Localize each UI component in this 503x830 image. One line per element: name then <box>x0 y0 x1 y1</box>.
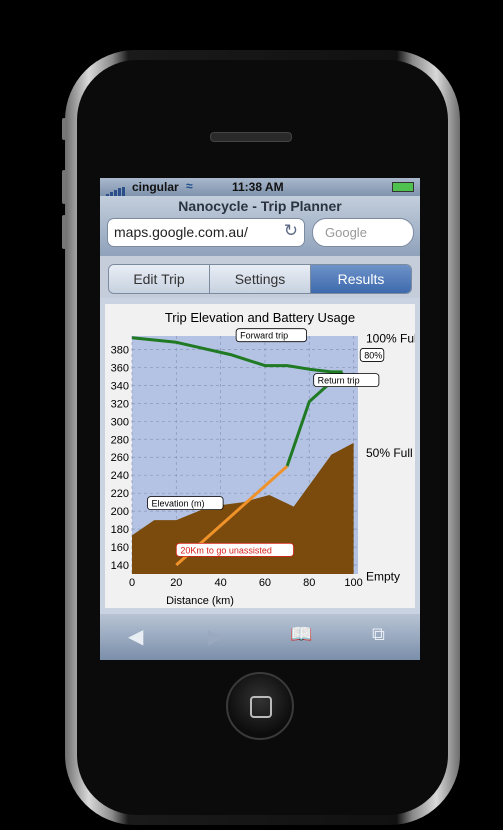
y-tick-label: 140 <box>111 560 129 572</box>
forward-button[interactable]: ▶ <box>208 626 224 648</box>
annotation-box <box>359 348 385 362</box>
carrier-label: cingular <box>132 180 179 194</box>
y-tick-label: 160 <box>111 542 129 554</box>
page-title: Nanocycle - Trip Planner <box>178 198 342 214</box>
x-axis-label: Distance (km) <box>166 595 234 607</box>
x-tick-label: 60 <box>259 577 271 589</box>
tab-results[interactable]: Results <box>311 265 411 293</box>
annotation: Elevation (m) <box>147 496 224 511</box>
y-tick-label: 260 <box>111 452 129 464</box>
home-button[interactable] <box>226 672 294 740</box>
annotation-text: Return trip <box>318 376 360 386</box>
annotation: 80% <box>359 348 385 362</box>
tab-edit-trip[interactable]: Edit Trip <box>109 265 210 293</box>
y-tick-label: 300 <box>111 416 129 428</box>
y-tick-label: 340 <box>111 380 129 392</box>
y-tick-label: 240 <box>111 470 129 482</box>
annotation-text: Forward trip <box>240 331 288 341</box>
x-tick-label: 100 <box>344 577 362 589</box>
volume-down-button <box>62 215 66 249</box>
browser-toolbar: ◀ ▶ 📖 ⧉ <box>100 614 420 660</box>
annotation-box <box>147 496 224 511</box>
wifi-icon: ≈ <box>186 179 193 193</box>
status-bar: cingular ≈ 11:38 AM <box>100 178 420 197</box>
annotation: 20Km to go unassisted <box>175 542 294 557</box>
annotation-box <box>235 328 307 343</box>
clock: 11:38 AM <box>232 180 284 194</box>
battery-axis-label: 50% Full <box>366 446 413 460</box>
bookmarks-icon[interactable]: 📖 <box>290 624 313 644</box>
browser-title-bar: Nanocycle - Trip Planner maps.google.com… <box>100 196 420 256</box>
pages-icon[interactable]: ⧉ <box>372 624 385 644</box>
earpiece-speaker <box>210 132 292 142</box>
url-field[interactable]: maps.google.com.au/ ↻ <box>107 218 305 247</box>
annotation-text: 20Km to go unassisted <box>180 545 272 555</box>
x-tick-label: 20 <box>170 577 182 589</box>
y-tick-label: 280 <box>111 434 129 446</box>
annotation-text: Elevation (m) <box>152 499 205 509</box>
annotation-box <box>313 373 380 387</box>
y-tick-label: 220 <box>111 488 129 500</box>
elevation-area <box>132 442 354 574</box>
chart-title: Trip Elevation and Battery Usage <box>165 310 355 325</box>
annotation-text: 80% <box>364 350 382 360</box>
annotation: Forward trip <box>235 328 307 343</box>
elevation-battery-chart: Trip Elevation and Battery Usage 140 160 1… <box>111 310 415 607</box>
side-button <box>62 118 66 140</box>
y-tick-label: 200 <box>111 506 129 518</box>
x-tick-label: 80 <box>303 577 315 589</box>
y-tick-label: 180 <box>111 524 129 536</box>
tab-settings[interactable]: Settings <box>210 265 311 293</box>
back-button[interactable]: ◀ <box>128 626 144 648</box>
battery-icon <box>392 182 414 192</box>
x-tick-label: 40 <box>215 577 227 589</box>
segmented-control: Edit Trip Settings Results <box>108 264 412 294</box>
battery-axis-label: Empty <box>366 570 400 584</box>
forward-trip-line <box>131 336 343 374</box>
chart-panel: Trip Elevation and Battery Usage 140 160 1… <box>105 304 415 608</box>
y-tick-label: 320 <box>111 398 129 410</box>
tab-area: Edit Trip Settings Results <box>100 256 420 298</box>
y-tick-label: 360 <box>111 362 129 374</box>
url-text: maps.google.com.au/ <box>114 224 248 240</box>
y-tick-label: 380 <box>111 344 129 356</box>
x-tick-label: 0 <box>129 577 135 589</box>
annotation: Return trip <box>313 373 380 387</box>
home-icon <box>250 696 272 718</box>
phone-screen: cingular ≈ 11:38 AM Nanocycle - Trip Pla… <box>100 178 420 660</box>
search-input[interactable]: Google <box>312 218 414 247</box>
annotation-box <box>175 542 294 557</box>
search-placeholder: Google <box>325 225 367 240</box>
volume-up-button <box>62 170 66 204</box>
battery-axis-label: 100% Full <box>366 332 415 346</box>
reload-icon[interactable]: ↻ <box>283 221 298 240</box>
signal-icon <box>106 183 126 197</box>
